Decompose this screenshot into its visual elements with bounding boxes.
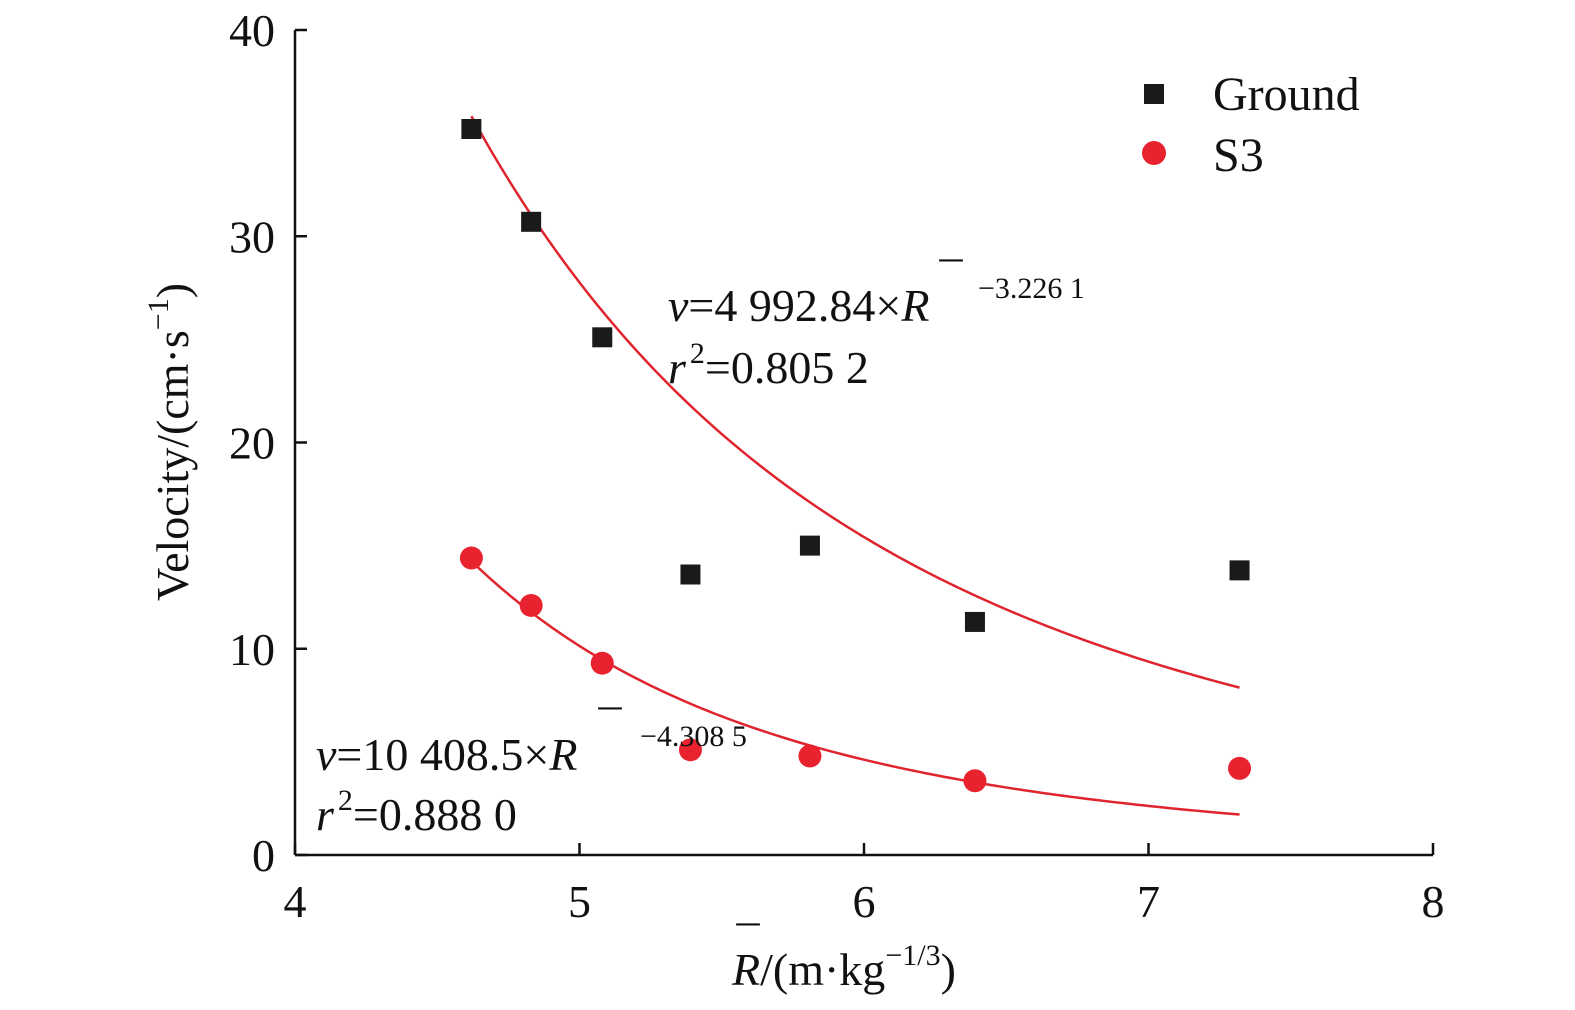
data-point-ground (521, 211, 542, 232)
fit-curves (470, 115, 1240, 816)
x-axis-title-bar: ¯ (736, 917, 761, 968)
ground-equation-exponent: −3.226 1 (978, 272, 1085, 305)
ground-fit-equation: v=4 992.84×R ¯ −3.226 1 r 2=0.805 2 (668, 253, 1085, 393)
x-axis-title-text: R/(m·kg−1/3) (731, 939, 956, 995)
legend: Ground S3 (1142, 68, 1360, 182)
data-point-s3 (678, 738, 702, 762)
s3-r-squared: r 2=0.888 0 (316, 784, 517, 840)
s3-equation-line: v=10 408.5×R (316, 729, 577, 780)
x-tick-label: 6 (853, 876, 876, 927)
y-axis-ticks: 0 10 20 30 40 (229, 5, 307, 881)
data-point-s3 (519, 593, 543, 617)
y-axis-title: Velocity/(cm·s−1) (142, 283, 198, 601)
data-point-s3 (963, 769, 987, 793)
x-tick-label: 7 (1137, 876, 1160, 927)
data-point-s3 (590, 651, 614, 675)
data-point-s3 (798, 744, 822, 768)
y-tick-label: 10 (229, 624, 275, 675)
x-tick-label: 4 (284, 876, 307, 927)
data-point-ground (964, 611, 985, 632)
legend-marker-ground (1144, 84, 1164, 104)
s3-fit-equation: v=10 408.5×R ¯ −4.308 5 r 2=0.888 0 (316, 701, 747, 840)
legend-label-s3: S3 (1213, 129, 1264, 182)
data-point-ground (1229, 560, 1250, 581)
ground-r-squared: r 2=0.805 2 (668, 337, 869, 393)
y-tick-label: 40 (229, 5, 275, 56)
x-axis-title: R/(m·kg−1/3) ¯ (731, 917, 956, 995)
fit-curve-s3 (470, 560, 1240, 816)
legend-label-ground: Ground (1213, 68, 1360, 121)
fit-curve-ground (470, 115, 1240, 689)
data-point-ground (461, 119, 482, 139)
data-point-ground (799, 535, 820, 556)
data-points (459, 119, 1252, 793)
s3-equation-exponent: −4.308 5 (640, 720, 747, 753)
x-axis-ticks: 4 5 6 7 8 (284, 843, 1445, 927)
ground-equation-r-bar: ¯ (939, 253, 964, 304)
legend-marker-s3 (1142, 141, 1166, 165)
data-point-ground (592, 327, 613, 348)
y-tick-label: 20 (229, 418, 275, 469)
x-tick-label: 8 (1422, 876, 1445, 927)
y-tick-label: 30 (229, 211, 275, 262)
data-point-s3 (1228, 756, 1252, 780)
s3-equation-r-bar: ¯ (598, 701, 623, 752)
x-tick-label: 5 (568, 876, 591, 927)
y-axis-title-text: Velocity/(cm·s−1) (142, 283, 198, 601)
y-tick-label: 0 (252, 830, 275, 881)
ground-equation-line: v=4 992.84×R (668, 280, 929, 331)
data-point-s3 (459, 546, 483, 570)
data-point-ground (680, 564, 701, 585)
